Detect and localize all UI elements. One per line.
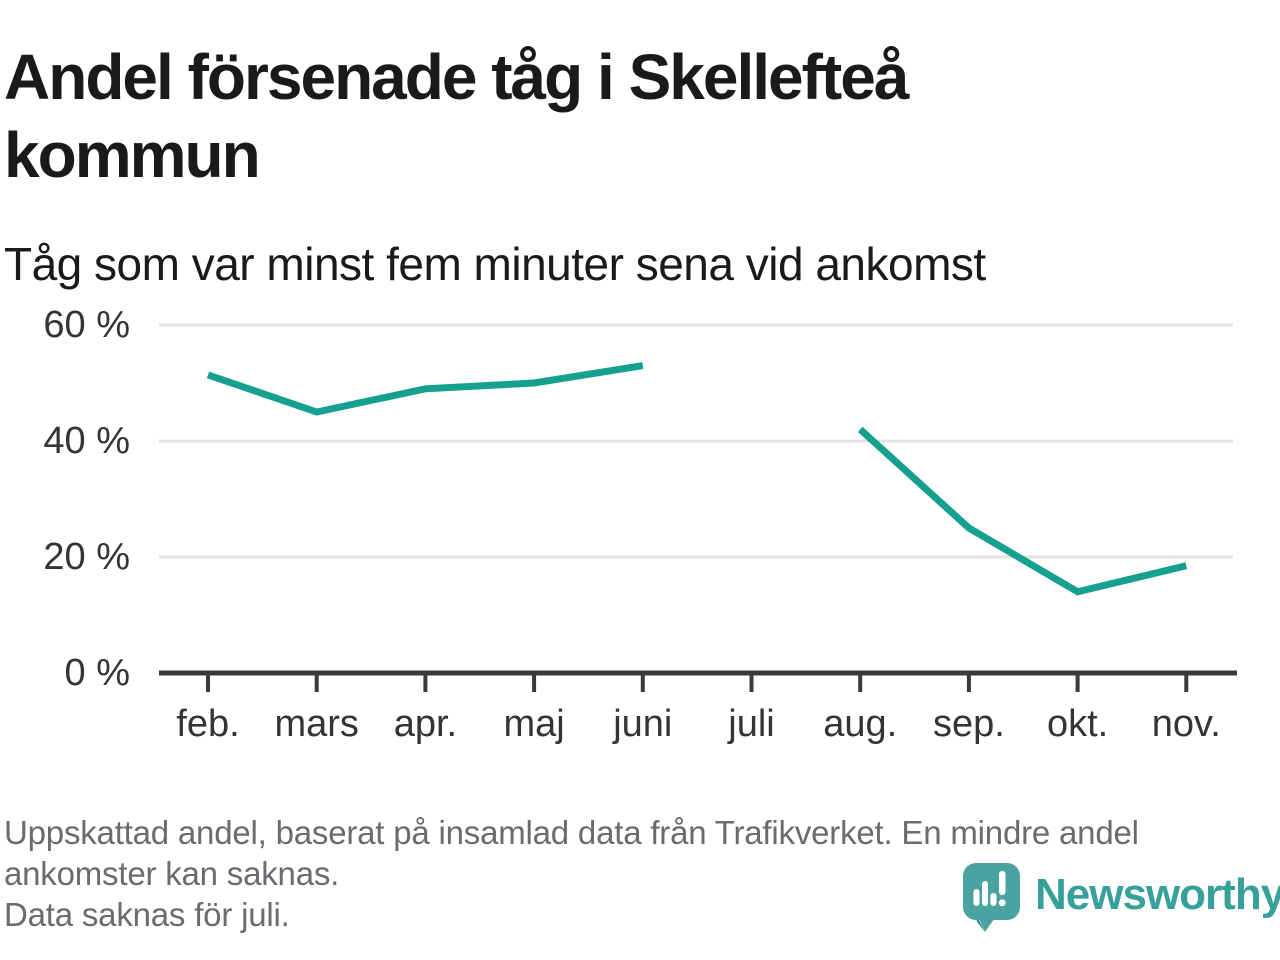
line-chart: 0 % 20 % 40 % 60 % feb. mars apr. maj juni juli au… <box>43 304 1237 745</box>
logo-bar-1 <box>973 889 980 906</box>
x-tick-label: mars <box>274 703 358 745</box>
y-tick-label: 0 % <box>65 652 130 694</box>
source-note-line: Data saknas för juli. <box>4 896 290 933</box>
newsworthy-wordmark: Newsworthy <box>1035 870 1280 919</box>
x-tick-label: nov. <box>1152 703 1221 745</box>
y-tick-label: 40 % <box>43 420 130 462</box>
newsworthy-logo: Newsworthy <box>962 862 1280 934</box>
x-tick-label: sep. <box>933 703 1005 745</box>
logo-bubble <box>963 863 1020 920</box>
x-tick-label: juli <box>727 703 774 745</box>
logo-bar-2 <box>982 881 988 906</box>
source-note-line: ankomster kan saknas. <box>4 855 340 892</box>
x-tick-label: juni <box>612 703 672 745</box>
y-tick-label: 20 % <box>43 536 130 578</box>
y-tick-label: 60 % <box>43 304 130 346</box>
trend-line <box>206 362 1188 596</box>
trend-line-segment <box>206 362 644 416</box>
chart-title: Andel försenade tåg i Skellefteå kommun <box>4 41 909 191</box>
x-tick-label: feb. <box>176 703 239 745</box>
trend-line-segment <box>857 426 1188 596</box>
x-tick-label: maj <box>503 703 564 745</box>
gridlines <box>159 323 1233 559</box>
logo-bar-3 <box>990 893 997 906</box>
x-tick-label: okt. <box>1047 703 1108 745</box>
chart-subtitle: Tåg som var minst fem minuter sena vid a… <box>4 238 986 290</box>
source-note-line: Uppskattad andel, baserat på insamlad da… <box>4 814 1139 851</box>
axis-labels: 0 % 20 % 40 % 60 % feb. mars apr. maj juni juli au… <box>43 304 1220 745</box>
logo-exclamation-dot <box>998 899 1006 907</box>
source-note: Uppskattad andel, baserat på insamlad da… <box>4 812 1264 935</box>
x-tick-label: aug. <box>823 703 897 745</box>
x-axis <box>159 670 1237 692</box>
newsworthy-speech-bubble-chart-icon <box>963 863 1020 932</box>
x-tick-label: apr. <box>394 703 457 745</box>
logo-exclamation-bar <box>999 871 1006 895</box>
